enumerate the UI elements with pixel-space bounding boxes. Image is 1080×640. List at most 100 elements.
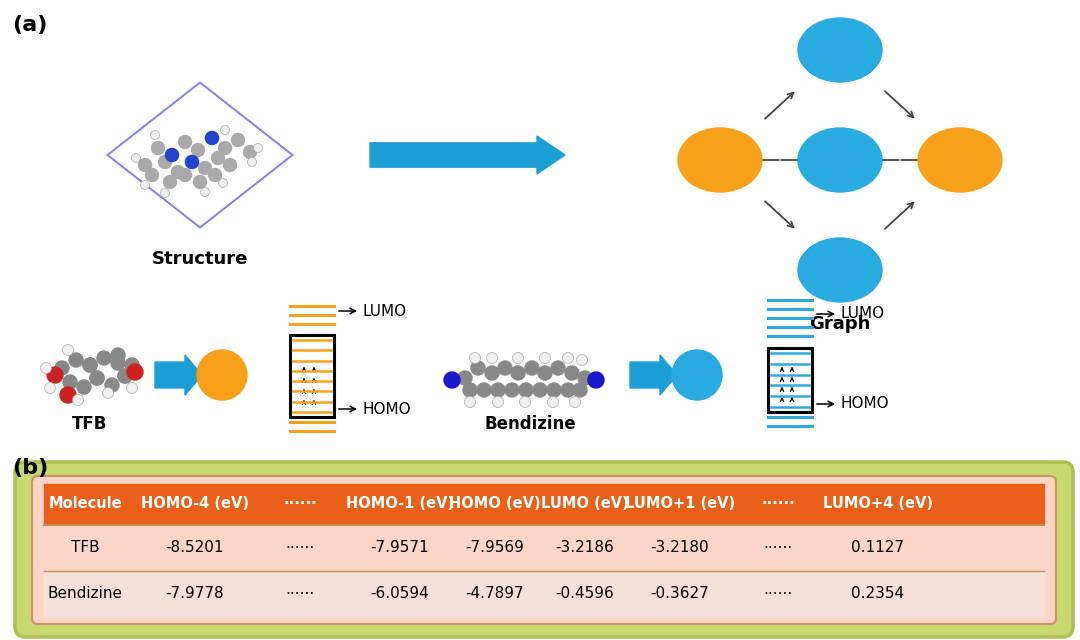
Text: -7.9778: -7.9778 <box>165 586 225 602</box>
Text: TFB: TFB <box>70 541 99 556</box>
Circle shape <box>464 397 475 408</box>
Circle shape <box>90 371 104 385</box>
Circle shape <box>103 387 113 399</box>
Circle shape <box>578 371 592 385</box>
Circle shape <box>72 394 83 406</box>
Text: LUMO: LUMO <box>840 307 885 321</box>
Circle shape <box>118 369 132 383</box>
Circle shape <box>165 148 178 161</box>
Circle shape <box>548 397 558 408</box>
Circle shape <box>111 348 125 362</box>
Ellipse shape <box>798 128 882 192</box>
Circle shape <box>178 136 191 148</box>
Text: 0.2354: 0.2354 <box>851 586 905 602</box>
Text: LUMO (eV): LUMO (eV) <box>541 497 629 511</box>
Circle shape <box>126 383 137 394</box>
Circle shape <box>63 375 77 389</box>
Circle shape <box>60 387 76 403</box>
Circle shape <box>498 361 512 375</box>
Ellipse shape <box>798 238 882 302</box>
Circle shape <box>540 353 551 364</box>
Text: Bendizine: Bendizine <box>48 586 122 602</box>
Bar <box>291 335 334 417</box>
Circle shape <box>55 361 69 375</box>
Circle shape <box>485 366 499 380</box>
Ellipse shape <box>678 128 762 192</box>
Text: -3.2180: -3.2180 <box>650 541 710 556</box>
Circle shape <box>191 143 204 157</box>
Bar <box>768 348 812 412</box>
Circle shape <box>201 188 210 196</box>
Circle shape <box>519 397 530 408</box>
Circle shape <box>224 159 237 172</box>
Circle shape <box>199 161 212 175</box>
Text: -3.2186: -3.2186 <box>555 541 615 556</box>
Text: (a): (a) <box>12 15 48 35</box>
Ellipse shape <box>918 128 1002 192</box>
Circle shape <box>111 356 125 370</box>
Circle shape <box>132 154 140 163</box>
FancyBboxPatch shape <box>15 462 1074 637</box>
Circle shape <box>563 353 573 364</box>
Circle shape <box>569 397 581 408</box>
FancyBboxPatch shape <box>32 476 1056 624</box>
Circle shape <box>247 157 257 166</box>
Circle shape <box>63 344 73 355</box>
Circle shape <box>186 156 199 168</box>
Text: Molecule: Molecule <box>49 497 122 511</box>
Circle shape <box>140 180 149 189</box>
Circle shape <box>546 383 561 397</box>
Text: LUMO: LUMO <box>362 303 406 319</box>
Circle shape <box>205 131 218 145</box>
Text: HOMO-4 (eV): HOMO-4 (eV) <box>141 497 249 511</box>
Circle shape <box>77 380 91 394</box>
Circle shape <box>178 168 191 182</box>
Text: LUMO+4 (eV): LUMO+4 (eV) <box>823 497 933 511</box>
Circle shape <box>172 166 185 179</box>
Text: HOMO: HOMO <box>362 401 410 417</box>
Circle shape <box>83 358 97 372</box>
Text: Bendizine: Bendizine <box>484 415 576 433</box>
Circle shape <box>208 168 221 182</box>
Text: HOMO-1 (eV): HOMO-1 (eV) <box>346 497 454 511</box>
Circle shape <box>243 145 257 159</box>
Circle shape <box>491 383 505 397</box>
Circle shape <box>463 383 477 397</box>
Text: HOMO: HOMO <box>840 397 889 412</box>
Circle shape <box>127 364 143 380</box>
Circle shape <box>97 351 111 365</box>
Circle shape <box>163 175 176 189</box>
Circle shape <box>159 156 172 168</box>
Ellipse shape <box>798 18 882 82</box>
Bar <box>44 526 1044 570</box>
Text: LUMO+1 (eV): LUMO+1 (eV) <box>625 497 735 511</box>
Circle shape <box>48 367 63 383</box>
Text: ······: ······ <box>761 497 795 511</box>
Text: ······: ······ <box>285 541 314 556</box>
Circle shape <box>231 134 244 147</box>
Circle shape <box>69 353 83 367</box>
Circle shape <box>561 383 575 397</box>
Circle shape <box>220 125 229 134</box>
Circle shape <box>218 141 231 154</box>
Text: ······: ······ <box>285 586 314 602</box>
Circle shape <box>505 383 519 397</box>
Circle shape <box>444 372 460 388</box>
Circle shape <box>118 369 132 383</box>
Text: TFB: TFB <box>72 415 108 433</box>
Circle shape <box>534 383 546 397</box>
Circle shape <box>44 383 55 394</box>
Text: HOMO (eV): HOMO (eV) <box>449 497 541 511</box>
Circle shape <box>551 361 565 375</box>
Circle shape <box>165 148 178 161</box>
Circle shape <box>90 371 104 385</box>
Text: -7.9569: -7.9569 <box>465 541 525 556</box>
Circle shape <box>125 358 139 372</box>
Circle shape <box>205 131 218 145</box>
Ellipse shape <box>672 350 723 400</box>
Polygon shape <box>630 355 677 395</box>
Text: (b): (b) <box>12 458 49 478</box>
Circle shape <box>161 189 170 198</box>
Polygon shape <box>370 136 565 174</box>
Circle shape <box>513 353 524 364</box>
